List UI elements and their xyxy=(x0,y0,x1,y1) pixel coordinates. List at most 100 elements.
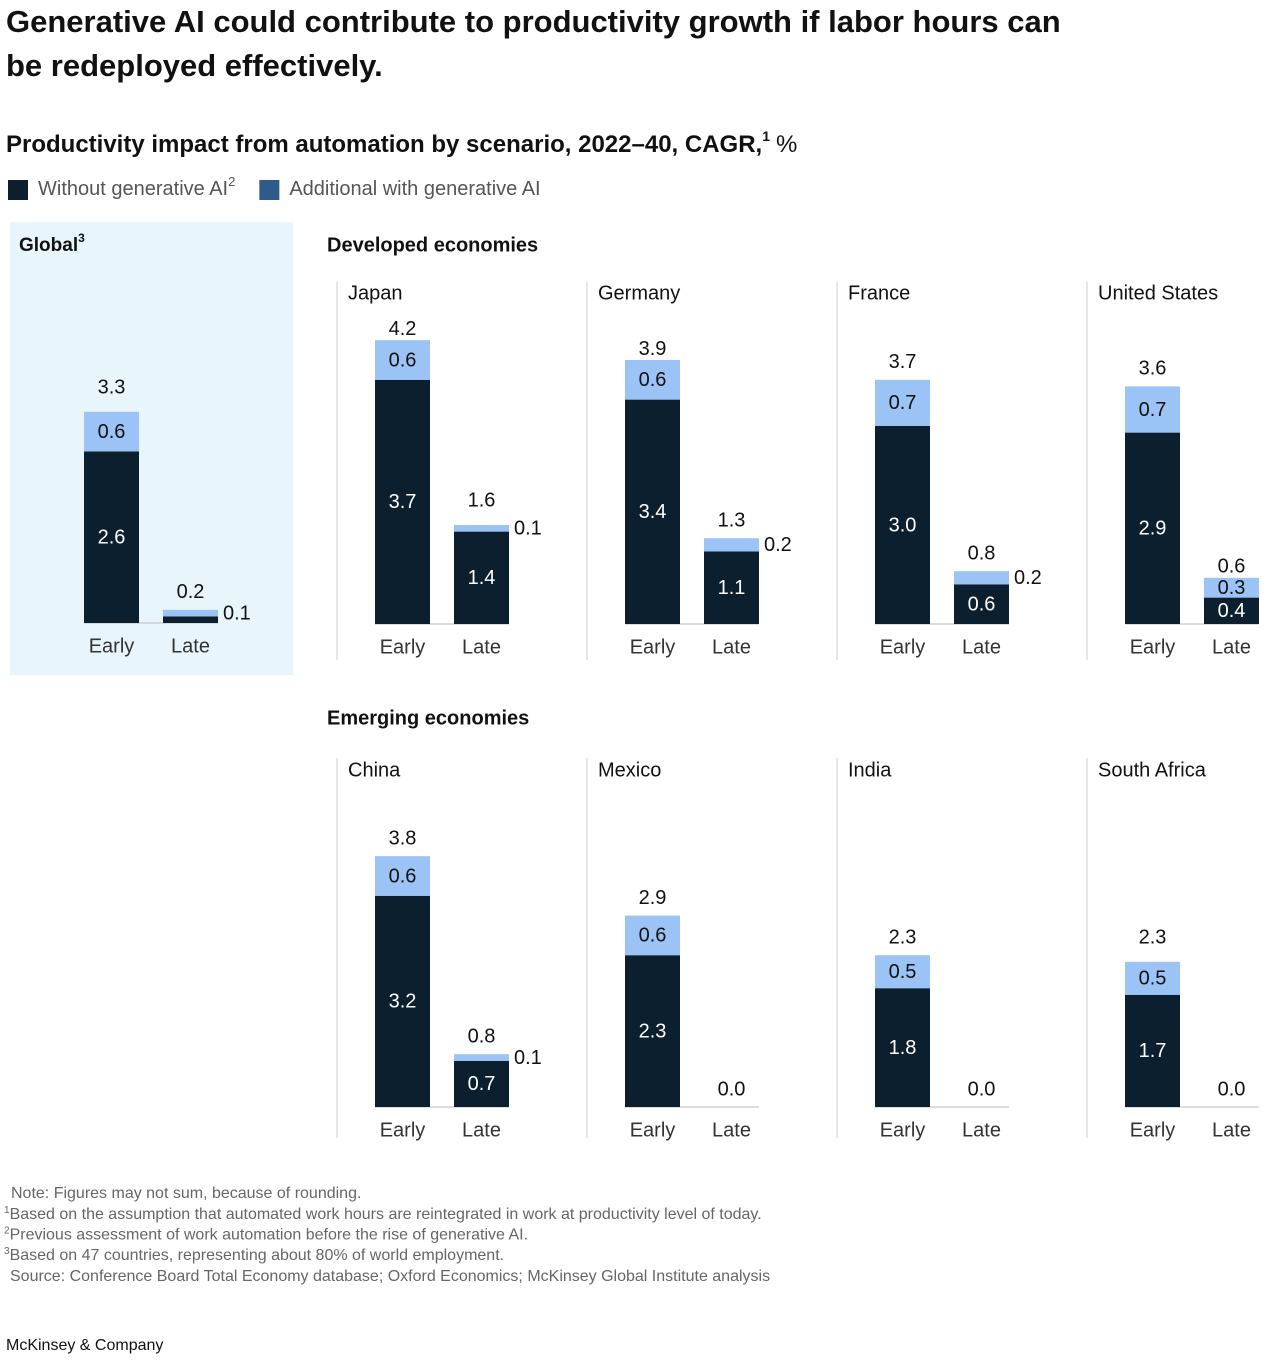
panel-title-text: Global xyxy=(19,235,78,256)
footnote-mark: 3 xyxy=(4,1246,10,1257)
x-tick-label: Early xyxy=(1130,1119,1176,1141)
x-tick-label: Late xyxy=(171,635,210,657)
value-label: 0.2 xyxy=(764,534,792,556)
bar-segment xyxy=(1204,597,1259,624)
bar-segment xyxy=(704,551,759,624)
total-label: 3.8 xyxy=(389,827,417,849)
total-label: 0.8 xyxy=(468,1025,496,1047)
x-tick-label: Late xyxy=(712,636,751,658)
footnotes: 1Based on the assumption that automated … xyxy=(4,1205,762,1265)
x-tick-label: Late xyxy=(1212,1119,1251,1141)
value-label: 0.6 xyxy=(968,593,996,615)
legend-name: Additional with generative AI xyxy=(289,178,540,200)
bar-segment xyxy=(704,538,759,552)
subtitle-unit: % xyxy=(776,131,797,158)
bar-segment xyxy=(1125,386,1180,433)
note: Note: Figures may not sum, because of ro… xyxy=(11,1185,361,1202)
bar-segment xyxy=(875,955,930,989)
x-tick-label: Late xyxy=(962,636,1001,658)
x-tick-label: Late xyxy=(462,1119,501,1141)
bar-segment xyxy=(875,379,930,426)
total-label: 0.8 xyxy=(968,542,996,564)
subtitle: Productivity impact from automation by s… xyxy=(6,128,797,159)
legend-label: Additional with generative AI xyxy=(289,178,540,200)
value-label: 1.4 xyxy=(468,567,496,589)
legend-label: Without generative AI2 xyxy=(38,174,235,200)
footnote-mark: 1 xyxy=(4,1205,10,1216)
total-label: 2.3 xyxy=(1139,926,1167,948)
value-label: 1.7 xyxy=(1139,1040,1167,1062)
bar-segment xyxy=(163,616,218,623)
total-label: 2.9 xyxy=(639,887,667,909)
bar-segment xyxy=(454,1060,509,1107)
footnote-mark: 2 xyxy=(4,1225,10,1236)
value-label: 0.6 xyxy=(639,925,667,947)
total-label: 3.3 xyxy=(98,376,126,398)
value-label: 0.5 xyxy=(1139,968,1167,990)
total-label: 0.2 xyxy=(177,581,205,603)
bar-segment xyxy=(954,584,1009,624)
footnote: 2Previous assessment of work automation … xyxy=(4,1225,528,1244)
x-tick-label: Early xyxy=(630,1119,676,1141)
bar-segment xyxy=(625,360,680,400)
subtitle-note: 1 xyxy=(762,128,770,144)
x-tick-label: Early xyxy=(89,635,135,657)
value-label: 3.2 xyxy=(389,991,417,1013)
global-highlight xyxy=(10,222,293,675)
value-label: 0.7 xyxy=(889,392,917,414)
total-label: 4.2 xyxy=(389,318,417,340)
value-label: 2.3 xyxy=(639,1020,667,1042)
bar-segment xyxy=(454,1054,509,1061)
footnote-text: Previous assessment of work automation b… xyxy=(10,1227,529,1244)
total-label: 0.0 xyxy=(718,1078,746,1100)
bar-segment xyxy=(84,411,139,452)
value-label: 0.6 xyxy=(98,421,126,443)
bar-segment xyxy=(375,340,430,380)
panel-title-note: 3 xyxy=(78,231,85,245)
x-tick-label: Early xyxy=(880,1119,926,1141)
total-label: 0.0 xyxy=(968,1078,996,1100)
subtitle-text: Productivity impact from automation by s… xyxy=(6,131,762,158)
footnote: 3Based on 47 countries, representing abo… xyxy=(4,1246,504,1265)
value-label: 0.1 xyxy=(514,1047,542,1069)
total-label: 0.6 xyxy=(1218,556,1246,578)
x-tick-label: Late xyxy=(712,1119,751,1141)
value-label: 0.1 xyxy=(514,518,542,540)
total-label: 2.3 xyxy=(889,926,917,948)
legend-swatch xyxy=(259,180,280,200)
x-tick-label: Early xyxy=(380,636,426,658)
panel-title: India xyxy=(848,759,892,781)
footnote-text: Based on the assumption that automated w… xyxy=(10,1206,762,1223)
value-label: 0.1 xyxy=(223,602,251,624)
value-label: 0.5 xyxy=(889,961,917,983)
total-label: 3.7 xyxy=(889,351,917,373)
x-tick-label: Early xyxy=(880,636,926,658)
footnote: 1Based on the assumption that automated … xyxy=(4,1205,762,1224)
footnote-text: Based on 47 countries, representing abou… xyxy=(10,1247,505,1264)
total-label: 1.3 xyxy=(718,509,746,531)
x-tick-label: Early xyxy=(380,1119,426,1141)
value-label: 0.6 xyxy=(389,349,417,371)
panel-title: South Africa xyxy=(1098,759,1207,781)
value-label: 2.6 xyxy=(98,526,126,548)
legend: Without generative AI2 Additional with ge… xyxy=(8,174,541,200)
x-tick-label: Late xyxy=(462,636,501,658)
legend-name: Without generative AI xyxy=(38,178,228,200)
value-label: 3.7 xyxy=(389,491,417,513)
bar-segment xyxy=(375,379,430,624)
total-label: 3.6 xyxy=(1139,358,1167,380)
legend-note: 2 xyxy=(228,174,235,189)
bar-segment xyxy=(875,988,930,1107)
x-tick-label: Early xyxy=(1130,636,1176,658)
bar-segment xyxy=(454,525,509,532)
x-tick-label: Late xyxy=(962,1119,1001,1141)
total-label: 0.0 xyxy=(1218,1078,1246,1100)
footer: McKinsey & Company xyxy=(6,1337,163,1354)
panel-title: Mexico xyxy=(598,759,661,781)
bar-segment xyxy=(1125,432,1180,624)
value-label: 0.6 xyxy=(389,865,417,887)
value-label: 0.7 xyxy=(468,1073,496,1095)
value-label: 0.4 xyxy=(1218,600,1246,622)
x-tick-label: Early xyxy=(630,636,676,658)
